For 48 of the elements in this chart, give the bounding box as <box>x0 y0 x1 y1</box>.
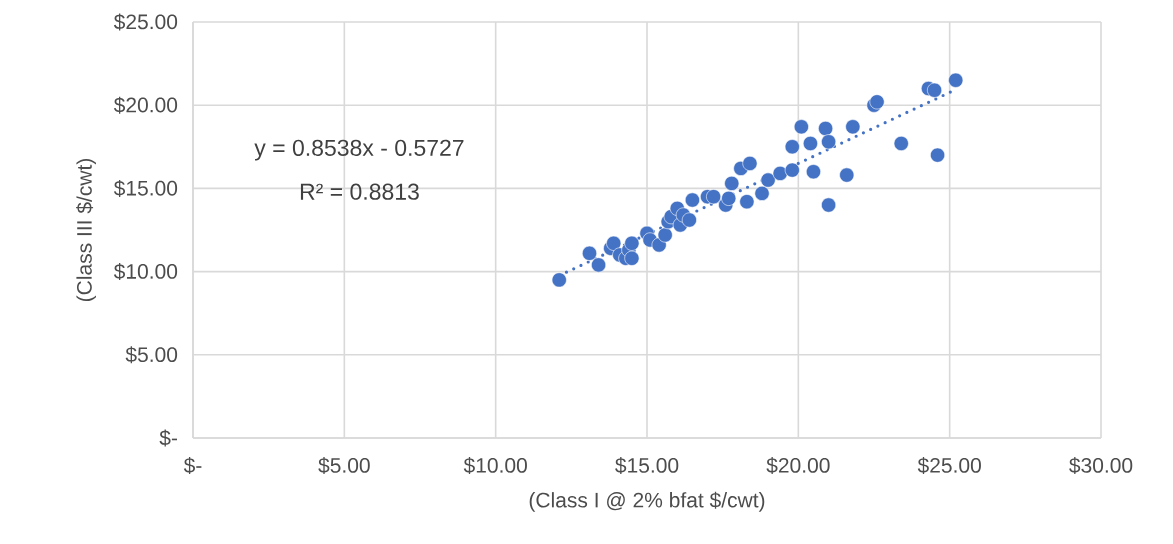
point <box>724 175 740 191</box>
point <box>624 250 640 266</box>
y-axis-title: (Class III $/cwt) <box>76 158 96 302</box>
point <box>845 119 861 135</box>
point <box>839 167 855 183</box>
y-tick-label: $25.00 <box>113 13 178 31</box>
point <box>681 212 697 228</box>
y-tick-label: $- <box>159 429 177 447</box>
point <box>706 189 722 205</box>
y-tick-label: $15.00 <box>113 179 178 197</box>
point <box>551 272 567 288</box>
point <box>657 227 673 243</box>
y-tick-label: $5.00 <box>125 346 178 364</box>
point <box>802 135 818 151</box>
point <box>739 194 755 210</box>
point <box>784 162 800 178</box>
y-tick-label: $20.00 <box>113 96 178 114</box>
x-tick-label: $30.00 <box>1069 457 1133 475</box>
x-tick-label: $15.00 <box>615 457 679 475</box>
point <box>793 119 809 135</box>
point <box>821 197 837 213</box>
point <box>591 257 607 273</box>
point <box>948 72 964 88</box>
annotation: y = 0.8538x - 0.5727 <box>254 139 464 161</box>
y-tick-label: $10.00 <box>113 263 178 281</box>
x-tick-label: $10.00 <box>463 457 527 475</box>
point <box>754 185 770 201</box>
point <box>930 147 946 163</box>
point <box>581 245 597 261</box>
x-tick-label: $20.00 <box>766 457 830 475</box>
point <box>624 235 640 251</box>
x-tick-label: $5.00 <box>318 457 370 475</box>
x-tick-label: $25.00 <box>917 457 981 475</box>
point <box>772 165 788 181</box>
point <box>805 164 821 180</box>
point <box>721 190 737 206</box>
annotation: R² = 0.8813 <box>300 183 419 200</box>
point <box>821 134 837 150</box>
point <box>684 192 700 208</box>
point <box>742 155 758 171</box>
point <box>927 82 943 98</box>
point <box>893 135 909 151</box>
point <box>606 235 622 251</box>
point <box>760 172 776 188</box>
point <box>818 120 834 136</box>
point <box>784 139 800 155</box>
x-tick-label: $- <box>183 457 202 475</box>
x-axis-title: (Class I @ 2% bfat $/cwt) <box>529 491 765 512</box>
